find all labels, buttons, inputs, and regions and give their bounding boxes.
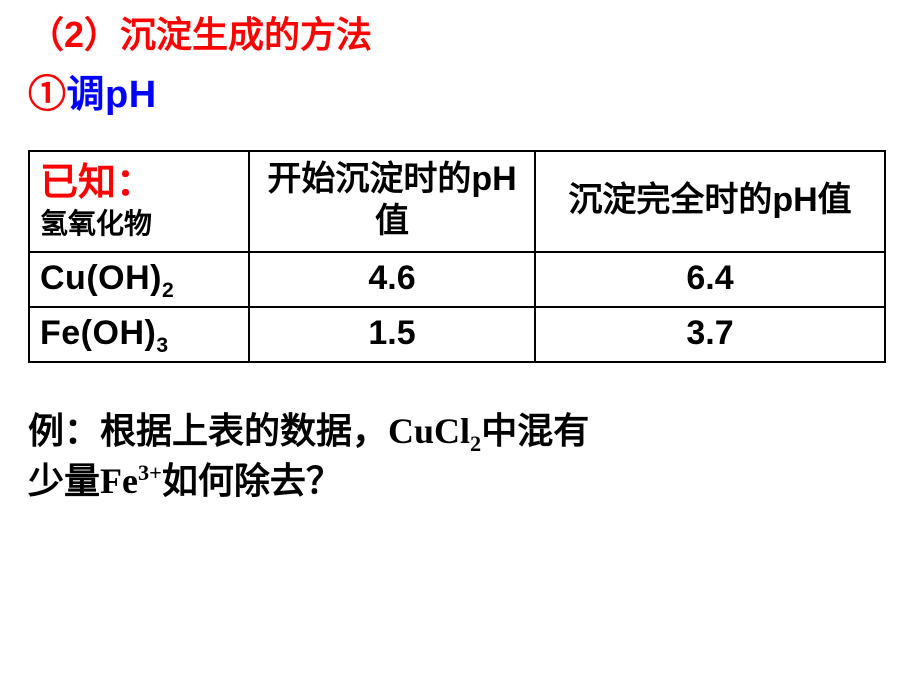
formula-sub: 3 bbox=[156, 334, 168, 357]
col-header-start-ph: 开始沉淀时的pH值 bbox=[249, 151, 535, 252]
formula-base: Fe(OH) bbox=[40, 314, 156, 352]
ph-table: 已知： 氢氧化物 开始沉淀时的pH值 沉淀完全时的pH值 Cu(OH)2 4.6… bbox=[28, 150, 886, 363]
example-mid-2: 少量 bbox=[28, 461, 100, 501]
example-suffix: 如何除去？ bbox=[162, 461, 342, 501]
example-mid: 中混有 bbox=[481, 411, 589, 451]
list-marker-1: ① bbox=[28, 74, 67, 116]
heading-section-2: （2）沉淀生成的方法 bbox=[28, 12, 892, 59]
label-hydroxide: 氢氧化物 bbox=[40, 208, 238, 240]
cell-compound: Fe(OH)3 bbox=[29, 307, 249, 362]
col-header-hydroxide: 已知： 氢氧化物 bbox=[29, 151, 249, 252]
cell-start-ph: 4.6 bbox=[249, 252, 535, 307]
formula-base: Cu(OH) bbox=[40, 259, 162, 297]
example-formula-base: CuCl bbox=[388, 411, 470, 451]
col-header-end-ph: 沉淀完全时的pH值 bbox=[535, 151, 885, 252]
example-formula-sub: 2 bbox=[470, 431, 481, 456]
formula-sub: 2 bbox=[162, 279, 174, 302]
slide: （2）沉淀生成的方法 ①调pH 已知： 氢氧化物 开始沉淀时的pH值 沉淀完全时… bbox=[0, 0, 920, 690]
example-ion-sup: 3+ bbox=[138, 460, 162, 485]
table-row: Cu(OH)2 4.6 6.4 bbox=[29, 252, 885, 307]
example-prefix: 例：根据上表的数据， bbox=[28, 411, 388, 451]
table-header-row: 已知： 氢氧化物 开始沉淀时的pH值 沉淀完全时的pH值 bbox=[29, 151, 885, 252]
example-question: 例：根据上表的数据，CuCl2中混有少量Fe3+如何除去？ bbox=[28, 407, 892, 506]
example-ion-base: Fe bbox=[100, 461, 138, 501]
table-row: Fe(OH)3 1.5 3.7 bbox=[29, 307, 885, 362]
cell-compound: Cu(OH)2 bbox=[29, 252, 249, 307]
cell-end-ph: 3.7 bbox=[535, 307, 885, 362]
cell-start-ph: 1.5 bbox=[249, 307, 535, 362]
heading-method-1: ①调pH bbox=[28, 69, 892, 122]
cell-end-ph: 6.4 bbox=[535, 252, 885, 307]
label-known: 已知： bbox=[40, 161, 238, 207]
heading-method-1-text: 调pH bbox=[67, 74, 157, 116]
